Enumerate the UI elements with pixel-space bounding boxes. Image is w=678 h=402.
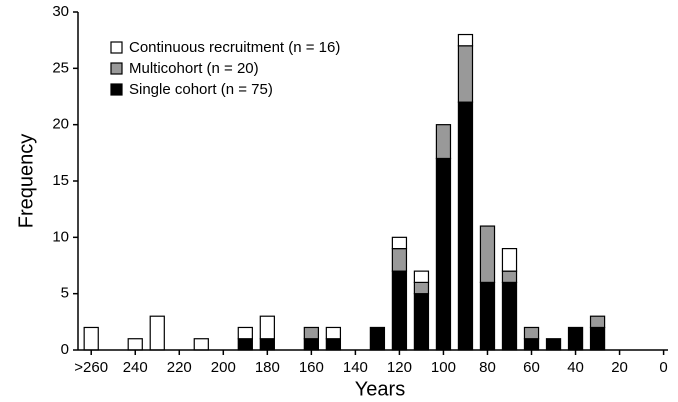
bar-segment xyxy=(479,281,496,351)
bar-segment xyxy=(83,326,99,351)
legend-swatch xyxy=(110,41,123,54)
legend-label: Multicohort (n = 20) xyxy=(129,60,259,77)
bar-segment xyxy=(589,326,606,351)
x-tick-label: >260 xyxy=(74,359,108,376)
bar-segment xyxy=(391,248,408,272)
x-tick-label: 240 xyxy=(123,359,148,376)
x-tick-label: 80 xyxy=(479,359,496,376)
bar-segment xyxy=(193,338,209,351)
bar-segment xyxy=(303,338,320,351)
y-tick-label: 0 xyxy=(61,341,69,358)
bar-segment xyxy=(545,338,562,351)
bar-segment xyxy=(303,326,320,340)
bar-segment xyxy=(127,338,143,351)
x-tick-label: 100 xyxy=(431,359,456,376)
bar-segment xyxy=(237,326,253,340)
bar-segment xyxy=(149,315,165,351)
x-tick-label: 40 xyxy=(567,359,584,376)
bar-segment xyxy=(413,293,430,351)
x-tick-label: 180 xyxy=(255,359,280,376)
bar-segment xyxy=(567,326,584,351)
bar-segment xyxy=(369,326,386,351)
bar-segment xyxy=(523,338,540,351)
x-tick-label: 120 xyxy=(387,359,412,376)
bar-segment xyxy=(391,270,408,351)
y-tick-label: 15 xyxy=(52,172,69,189)
x-tick-label: 20 xyxy=(611,359,628,376)
bar-segment xyxy=(259,338,275,351)
bar-segment xyxy=(413,281,430,295)
bar-segment xyxy=(435,157,452,351)
x-tick-label: 140 xyxy=(343,359,368,376)
bar-segment xyxy=(523,326,540,340)
bar-segment xyxy=(325,338,342,351)
y-tick-label: 5 xyxy=(61,285,69,302)
y-tick-label: 25 xyxy=(52,59,69,76)
y-tick-label: 20 xyxy=(52,116,69,133)
x-tick-label: 60 xyxy=(523,359,540,376)
legend-swatch xyxy=(110,62,123,75)
bar-segment xyxy=(457,101,474,351)
bar-segment xyxy=(237,338,253,351)
y-axis-title: Frequency xyxy=(15,134,37,229)
bar-segment xyxy=(391,236,408,250)
bar-segment xyxy=(457,33,474,47)
bar-segment xyxy=(413,270,430,283)
x-tick-label: 200 xyxy=(211,359,236,376)
y-tick-label: 10 xyxy=(52,228,69,245)
x-tick-label: 0 xyxy=(659,359,667,376)
y-tick-label: 30 xyxy=(52,3,69,20)
bar-segment xyxy=(435,124,452,160)
bar-segment xyxy=(325,326,342,340)
bar-segment xyxy=(501,281,518,351)
bar-segment xyxy=(589,315,606,329)
legend-label: Single cohort (n = 75) xyxy=(129,81,273,98)
x-axis-title: Years xyxy=(355,378,405,400)
bar-segment xyxy=(501,248,518,272)
x-tick-label: 160 xyxy=(299,359,324,376)
legend-label: Continuous recruitment (n = 16) xyxy=(129,39,340,56)
bar-segment xyxy=(259,315,275,340)
bar-segment xyxy=(479,225,496,283)
bar-segment xyxy=(457,45,474,103)
bar-segment xyxy=(501,270,518,283)
x-tick-label: 220 xyxy=(167,359,192,376)
legend-swatch xyxy=(110,83,123,96)
